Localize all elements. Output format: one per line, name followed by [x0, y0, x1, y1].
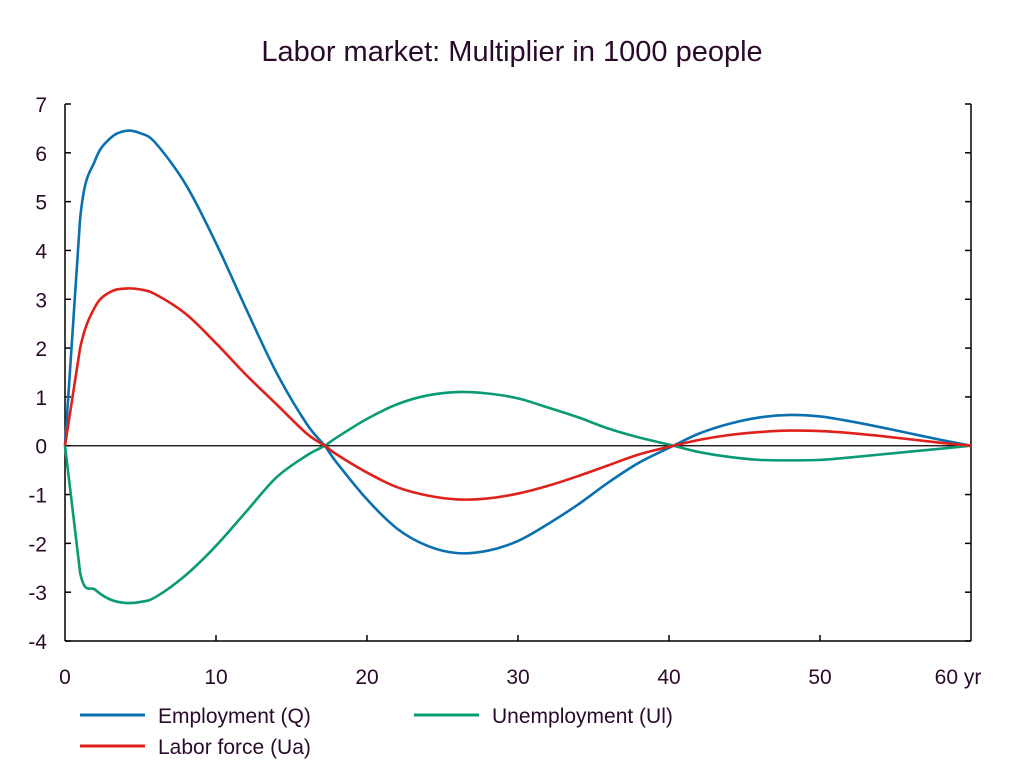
- y-tick-label: -3: [28, 582, 47, 605]
- legend-item-labor-force: Labor force (Ua): [80, 736, 311, 759]
- legend-item-employment: Employment (Q): [80, 705, 311, 728]
- x-tick-label: 10: [204, 666, 227, 689]
- chart-title: Labor market: Multiplier in 1000 people: [261, 36, 762, 68]
- y-tick-label: 1: [35, 387, 47, 410]
- y-tick-label: -1: [28, 485, 47, 508]
- legend-item-unemployment: Unemployment (Ul): [414, 705, 673, 728]
- legend-label-employment: Employment (Q): [158, 705, 311, 728]
- x-tick-label: 30: [506, 666, 529, 689]
- y-tick-label: 2: [35, 338, 47, 361]
- legend-label-labor-force: Labor force (Ua): [158, 736, 311, 759]
- x-tick-label: 0: [59, 666, 71, 689]
- legend: Employment (Q) Unemployment (Ul) Labor f…: [80, 705, 673, 759]
- x-tick-label: 40: [657, 666, 680, 689]
- series-line-employment: [63, 129, 972, 555]
- series-line-labor-force: [63, 287, 972, 501]
- y-tick-label: -2: [28, 533, 47, 556]
- legend-label-unemployment: Unemployment (Ul): [492, 705, 673, 728]
- y-tick-label: -4: [28, 631, 47, 654]
- x-tick-label: 50: [808, 666, 831, 689]
- x-tick-label: 20: [355, 666, 378, 689]
- y-tick-label: 6: [35, 143, 47, 166]
- y-tick-label: 5: [35, 192, 47, 215]
- y-tick-label: 3: [35, 289, 47, 312]
- y-tick-label: 7: [35, 94, 47, 117]
- y-tick-label: 4: [35, 240, 47, 263]
- y-tick-label: 0: [35, 436, 47, 459]
- x-tick-label: 60 yr: [935, 666, 982, 689]
- series-line-unemployment: [63, 390, 972, 605]
- series-group: [63, 129, 972, 605]
